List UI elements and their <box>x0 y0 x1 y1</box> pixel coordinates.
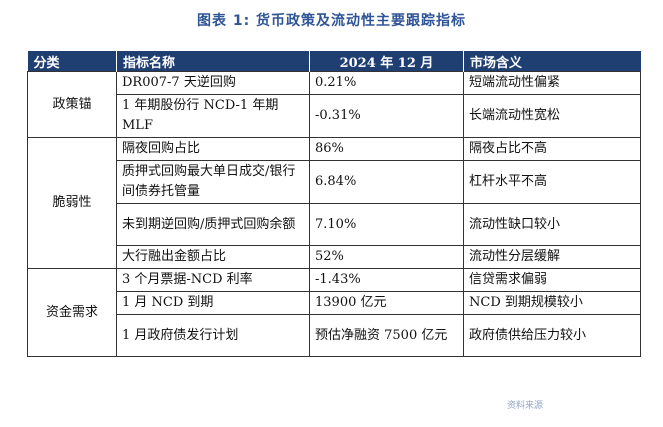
table-row: 1 月政府债发行计划 预估净融资 7500 亿元 政府债供给压力较小 <box>28 314 641 357</box>
table-row: 资金需求 3 个月票据-NCD 利率 -1.43% 信贷需求偏弱 <box>27 268 641 357</box>
value-cell: -0.31% <box>309 94 464 138</box>
table-row: 未到期逆回购/质押式回购余额 7.10% 流动性缺口较小 <box>28 203 641 246</box>
indicator-cell: 大行融出金额占比 <box>116 245 310 269</box>
table-row: 大行融出金额占比 52% 流动性分层缓解 <box>28 245 641 269</box>
indicator-cell: 1 月 NCD 到期 <box>116 291 310 315</box>
meaning-cell: NCD 到期规模较小 <box>463 291 641 315</box>
value-cell: 52% <box>309 245 464 269</box>
value-cell: 预估净融资 7500 亿元 <box>309 314 464 357</box>
meaning-cell: 信贷需求偏弱 <box>463 268 641 292</box>
value-cell: 13900 亿元 <box>309 291 464 315</box>
indicator-cell: 未到期逆回购/质押式回购余额 <box>116 203 310 246</box>
header-period: 2024 年 12 月 <box>309 51 464 72</box>
value-cell: -1.43% <box>309 268 464 292</box>
header-category: 分类 <box>27 51 117 72</box>
value-cell: 86% <box>309 137 464 161</box>
indicator-cell: 1 年期股份行 NCD-1 年期 MLF <box>116 94 310 138</box>
figure-title: 图表 1: 货币政策及流动性主要跟踪指标 <box>196 13 467 29</box>
meaning-cell: 流动性缺口较小 <box>463 203 641 246</box>
meaning-cell: 政府债供给压力较小 <box>463 314 641 357</box>
table-row: 质押式回购最大单日成交/银行间债券托管量 6.84% 杠杆水平不高 <box>28 160 641 204</box>
table-header-row: 分类 指标名称 2024 年 12 月 市场含义 <box>27 51 641 72</box>
table-row: 脆弱性 隔夜回购占比 86% 隔夜占比不高 <box>27 137 641 269</box>
header-indicator: 指标名称 <box>116 51 310 72</box>
source-watermark: 资料来源 <box>506 401 543 411</box>
indicator-cell: 1 月政府债发行计划 <box>116 314 310 357</box>
category-cell: 脆弱性 <box>27 137 117 269</box>
table-row: 1 月 NCD 到期 13900 亿元 NCD 到期规模较小 <box>28 291 641 315</box>
meaning-cell: 流动性分层缓解 <box>463 245 641 269</box>
meaning-cell: 杠杆水平不高 <box>463 160 641 204</box>
header-meaning: 市场含义 <box>463 51 641 72</box>
value-cell: 0.21% <box>309 71 464 95</box>
indicator-cell: 质押式回购最大单日成交/银行间债券托管量 <box>116 160 310 204</box>
indicator-cell: 隔夜回购占比 <box>116 137 310 161</box>
value-cell: 6.84% <box>309 160 464 204</box>
indicator-cell: 3 个月票据-NCD 利率 <box>116 268 310 292</box>
category-cell: 政策锚 <box>27 71 117 138</box>
meaning-cell: 长端流动性宽松 <box>463 94 641 138</box>
meaning-cell: 隔夜占比不高 <box>463 137 641 161</box>
category-cell: 资金需求 <box>27 268 117 357</box>
table-row: 1 年期股份行 NCD-1 年期 MLF -0.31% 长端流动性宽松 <box>28 94 641 138</box>
indicator-cell: DR007-7 天逆回购 <box>116 71 310 95</box>
value-cell: 7.10% <box>309 203 464 246</box>
table-row: 政策锚 DR007-7 天逆回购 0.21% 短端流动性偏紧 <box>27 71 641 138</box>
meaning-cell: 短端流动性偏紧 <box>463 71 641 95</box>
indicator-table: 分类 指标名称 2024 年 12 月 市场含义 政策锚 DR007-7 天逆回… <box>27 51 641 357</box>
